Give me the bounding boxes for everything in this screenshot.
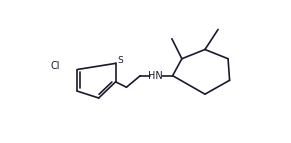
Text: S: S [117,56,123,65]
Text: HN: HN [148,71,163,81]
Text: Cl: Cl [51,61,60,71]
